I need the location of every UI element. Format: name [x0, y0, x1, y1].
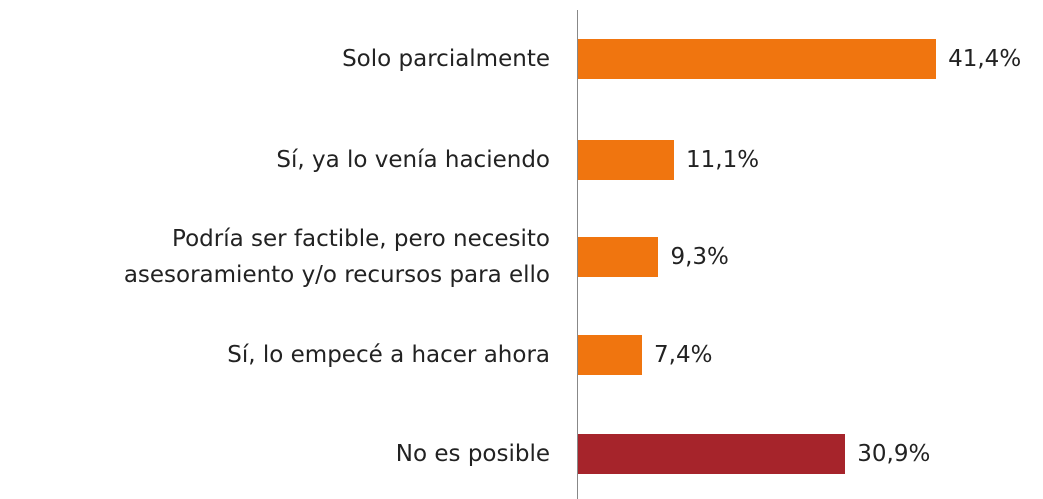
category-label: Solo parcialmente — [342, 46, 550, 72]
value-label: 41,4% — [948, 46, 1022, 72]
bar — [578, 140, 674, 180]
value-label: 11,1% — [686, 147, 760, 173]
value-label: 30,9% — [857, 441, 931, 467]
category-label: No es posible — [395, 441, 550, 467]
bar — [578, 237, 659, 277]
category-label: Sí, ya lo venía haciendo — [276, 147, 550, 173]
value-label: 7,4% — [654, 342, 713, 368]
bar — [578, 335, 642, 375]
bar — [578, 434, 846, 474]
axis-line — [577, 10, 578, 499]
value-label: 9,3% — [670, 244, 729, 270]
category-label: Sí, lo empecé a hacer ahora — [227, 342, 550, 368]
category-label: Podría ser factible, pero necesito aseso… — [123, 226, 550, 288]
bar — [578, 39, 937, 79]
